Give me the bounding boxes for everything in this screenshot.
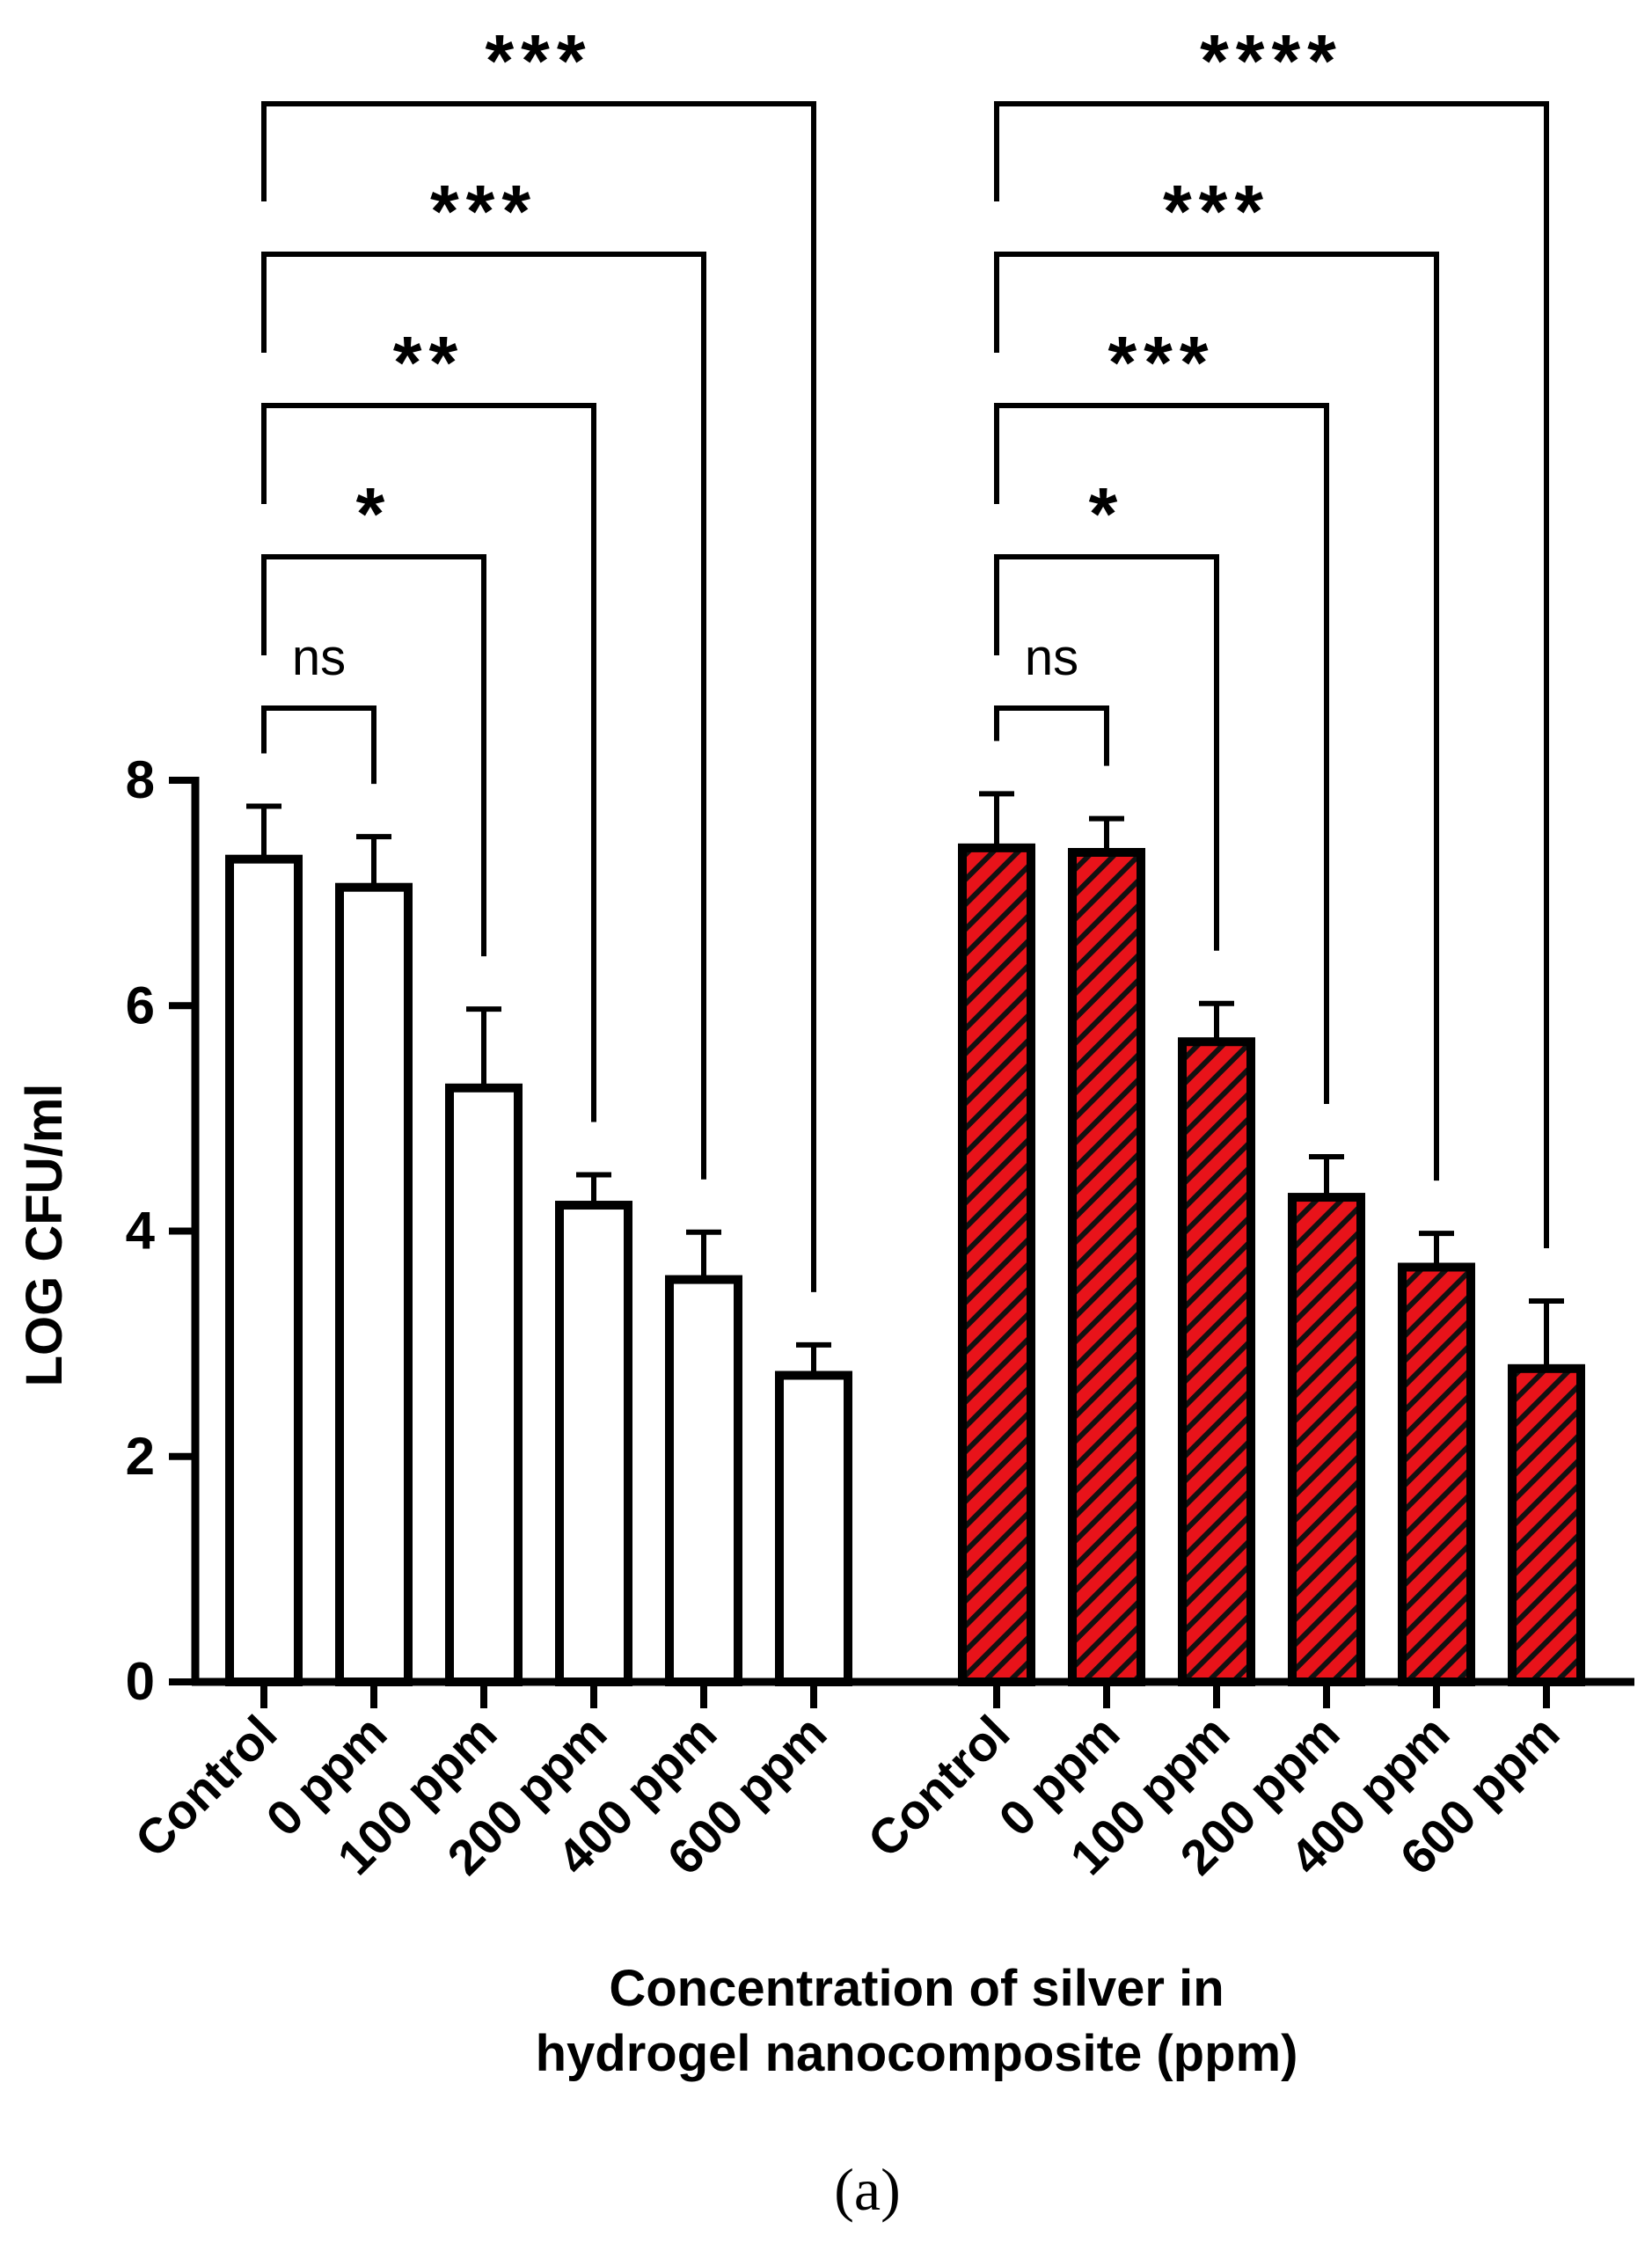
x-category-label: Control <box>124 1705 287 1868</box>
bar <box>1288 1193 1365 1686</box>
y-tick-label: 6 <box>126 976 155 1034</box>
significance-label: * <box>1089 472 1125 555</box>
significance-label: *** <box>1107 321 1215 404</box>
significance-bracket <box>994 554 1219 951</box>
bar <box>665 1275 742 1686</box>
significance-bracket <box>994 252 1439 1181</box>
y-axis-title: LOG CFU/ml <box>16 1084 73 1387</box>
bar <box>958 843 1035 1686</box>
bars <box>225 791 1585 1686</box>
significance-brackets: ns*********ns*********** <box>261 19 1549 1292</box>
significance-label: ns <box>292 629 346 686</box>
significance-label: * <box>356 472 392 555</box>
panel-label: (a) <box>834 2156 900 2223</box>
significance-bracket <box>994 101 1549 1248</box>
significance-label: **** <box>1200 19 1343 102</box>
bar <box>1068 848 1145 1686</box>
significance-bracket <box>261 403 596 1122</box>
significance-label: *** <box>485 19 592 102</box>
significance-label: ** <box>393 321 464 404</box>
significance-label: *** <box>1163 170 1270 252</box>
x-category-label: Control <box>857 1705 1020 1868</box>
bar <box>335 882 413 1686</box>
bar <box>775 1371 852 1686</box>
bar <box>1398 1262 1475 1686</box>
significance-bracket <box>261 705 376 785</box>
bar <box>225 854 303 1686</box>
significance-bracket <box>994 403 1329 1104</box>
significance-bracket <box>261 554 486 957</box>
bar <box>445 1083 523 1686</box>
x-axis-title-line-2: hydrogel nanocomposite (ppm) <box>536 2025 1298 2082</box>
significance-bracket <box>994 705 1109 766</box>
significance-label: *** <box>430 170 537 252</box>
bar <box>555 1201 632 1686</box>
x-axis-title-line-1: Concentration of silver in <box>609 1960 1224 2017</box>
significance-bracket <box>261 101 816 1292</box>
significance-label: ns <box>1025 629 1078 686</box>
bar <box>1178 1037 1255 1686</box>
y-tick-label: 2 <box>126 1427 155 1486</box>
bar <box>1508 1363 1585 1686</box>
y-tick-label: 0 <box>126 1652 155 1711</box>
y-tick-label: 4 <box>126 1202 156 1261</box>
significance-bracket <box>261 252 706 1180</box>
y-tick-label: 8 <box>126 750 155 809</box>
